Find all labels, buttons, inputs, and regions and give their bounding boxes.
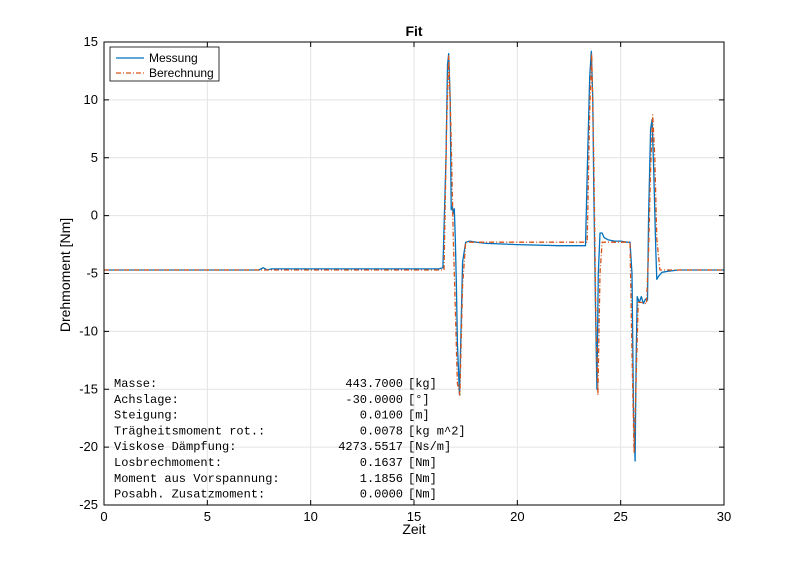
param-unit: [Nm] bbox=[408, 488, 437, 502]
x-tick-label: 10 bbox=[303, 509, 317, 524]
param-value: 1.1856 bbox=[360, 472, 403, 486]
param-unit: [Ns/m] bbox=[408, 440, 451, 454]
grid bbox=[103, 41, 725, 506]
y-tick-label: 15 bbox=[84, 34, 98, 49]
param-label: Viskose Dämpfung: bbox=[114, 440, 236, 454]
param-value: -30.0000 bbox=[345, 393, 403, 407]
y-tick-label: 5 bbox=[91, 150, 98, 165]
x-axis-label: Zeit bbox=[402, 521, 425, 537]
param-value: 4273.5517 bbox=[338, 440, 403, 454]
param-label: Steigung: bbox=[114, 409, 179, 423]
param-value: 0.1637 bbox=[360, 456, 403, 470]
param-label: Losbrechmoment: bbox=[114, 456, 222, 470]
y-tick-label: -25 bbox=[79, 497, 98, 512]
parameter-table: Masse: 443.7000 [kg] Achslage: -30.0000 [°] St… bbox=[114, 377, 466, 502]
param-unit: [Nm] bbox=[408, 456, 437, 470]
x-tick-label: 15 bbox=[407, 509, 421, 524]
param-label: Achslage: bbox=[114, 393, 179, 407]
param-unit: [m] bbox=[408, 409, 430, 423]
param-value: 443.7000 bbox=[345, 377, 403, 391]
axis-ticks: 0 5 10 15 20 25 30 15 10 5 0 -5 -10 -15 -20 -25 bbox=[79, 34, 731, 524]
y-tick-label: -10 bbox=[79, 323, 98, 338]
series-layer bbox=[104, 50, 724, 462]
legend-label-messung: Messung bbox=[149, 51, 198, 65]
series-line-berechnung bbox=[104, 52, 724, 454]
legend-label-berechnung: Berechnung bbox=[149, 66, 214, 80]
legend-box bbox=[109, 46, 220, 82]
param-unit: [Nm] bbox=[408, 472, 437, 486]
param-value: 0.0100 bbox=[360, 409, 403, 423]
y-tick-label: -20 bbox=[79, 439, 98, 454]
y-tick-label: 0 bbox=[91, 208, 98, 223]
legend: Messung Berechnung bbox=[109, 46, 220, 82]
param-unit: [°] bbox=[408, 393, 430, 407]
y-axis-label: Drehmoment [Nm] bbox=[57, 218, 73, 332]
param-value: 0.0078 bbox=[360, 424, 403, 438]
param-label: Masse: bbox=[114, 377, 157, 391]
chart-title: Fit bbox=[405, 23, 422, 39]
param-unit: [kg] bbox=[408, 377, 437, 391]
param-unit: [kg m^2] bbox=[408, 424, 466, 438]
param-label: Posabh. Zusatzmoment: bbox=[114, 488, 265, 502]
y-tick-label: 10 bbox=[84, 92, 98, 107]
x-tick-label: 25 bbox=[613, 509, 627, 524]
param-label: Moment aus Vorspannung: bbox=[114, 472, 280, 486]
x-tick-label: 0 bbox=[100, 509, 107, 524]
y-tick-label: -5 bbox=[86, 266, 98, 281]
x-tick-label: 30 bbox=[717, 509, 731, 524]
x-tick-label: 5 bbox=[204, 509, 211, 524]
x-tick-label: 20 bbox=[510, 509, 524, 524]
param-label: Trägheitsmoment rot.: bbox=[114, 424, 265, 438]
param-value: 0.0000 bbox=[360, 488, 403, 502]
y-tick-label: -15 bbox=[79, 381, 98, 396]
